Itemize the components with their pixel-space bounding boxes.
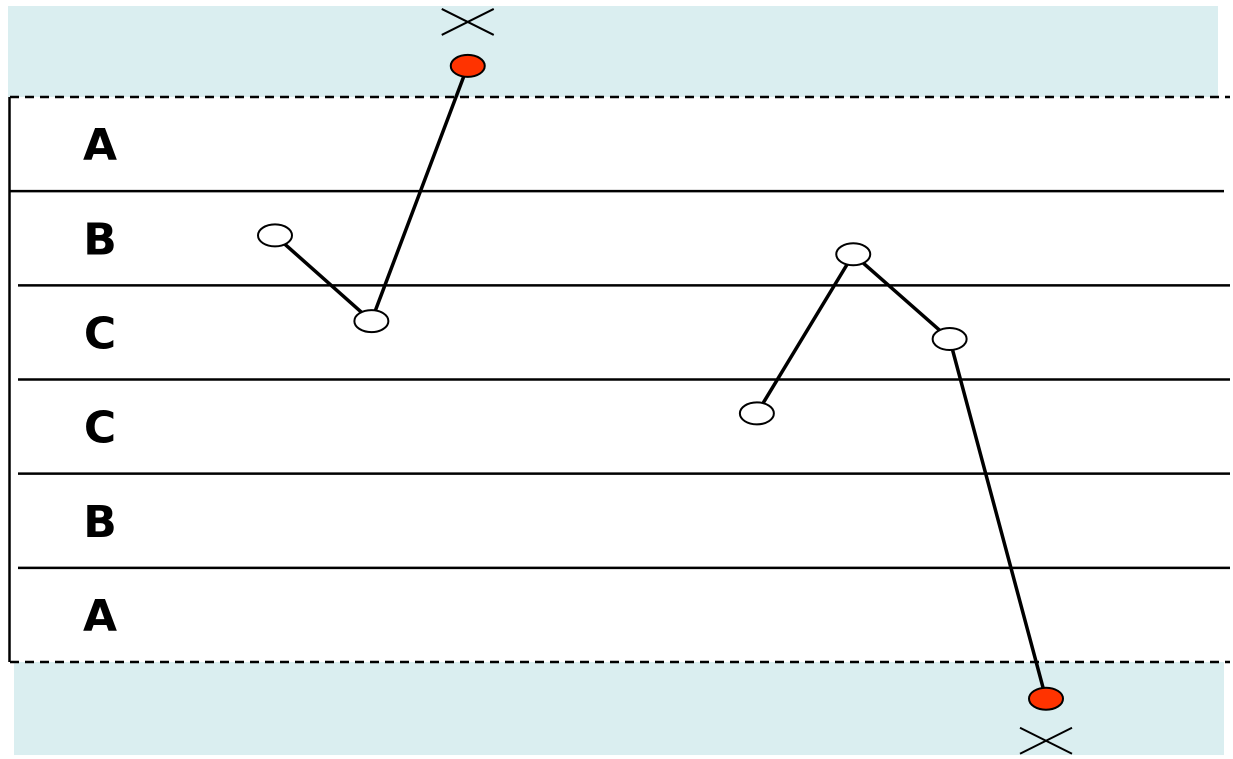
- data-point-1-2: [931, 327, 968, 352]
- zone-lines: [8, 95, 1230, 664]
- x-cross-icon: [1019, 726, 1073, 755]
- series-line-1: [755, 252, 1048, 700]
- x-cross-icon: [441, 8, 495, 36]
- out-of-control-bands: [8, 6, 1224, 755]
- zone-label-1: B: [83, 214, 117, 265]
- series-line-0: [273, 65, 470, 323]
- violation-markers: [441, 8, 1073, 755]
- zone-label-3: C: [84, 403, 116, 454]
- data-series: [257, 53, 1064, 711]
- data-point-0-0: [257, 223, 293, 248]
- zone-label-0: A: [83, 120, 117, 171]
- data-point-0-1: [353, 309, 390, 334]
- zone-label-5: A: [83, 591, 117, 642]
- zone-label-4: B: [83, 497, 117, 548]
- data-point-1-1: [835, 242, 872, 267]
- upper-band: [8, 6, 1218, 97]
- lower-band: [14, 662, 1224, 755]
- out-of-control-point-0-2: [449, 53, 486, 78]
- data-point-1-0: [738, 401, 775, 426]
- zone-label-2: C: [84, 308, 116, 359]
- out-of-control-point-1-3: [1028, 686, 1064, 711]
